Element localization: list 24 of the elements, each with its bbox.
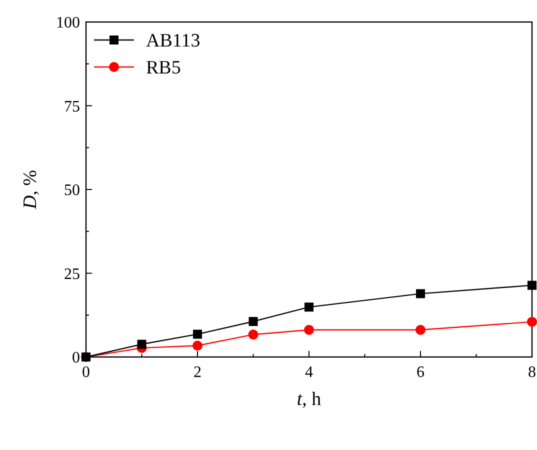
- y-axis-title: D, %: [20, 170, 41, 210]
- x-tick-label: 8: [528, 364, 536, 381]
- point: [248, 330, 258, 340]
- point: [248, 316, 258, 326]
- x-tick-label: 6: [416, 364, 424, 381]
- legend-label: AB113: [146, 30, 200, 52]
- point: [528, 280, 536, 290]
- point: [192, 340, 202, 351]
- y-tick-label: 50: [64, 182, 80, 200]
- point: [304, 302, 314, 312]
- y-tick-label: 100: [56, 14, 80, 32]
- point: [416, 289, 425, 298]
- legend-label: RB5: [146, 58, 181, 79]
- y-tick-label: 25: [64, 266, 80, 283]
- x-tick-label: 2: [194, 364, 202, 381]
- y-tick-label: 0: [72, 350, 80, 367]
- point: [137, 340, 146, 349]
- point: [527, 316, 537, 327]
- y-tick-label: 75: [64, 98, 80, 116]
- point: [193, 330, 202, 339]
- point: [416, 324, 426, 335]
- x-tick-label: 4: [305, 364, 313, 381]
- point: [304, 324, 314, 335]
- x-axis-title: t, h: [296, 389, 322, 410]
